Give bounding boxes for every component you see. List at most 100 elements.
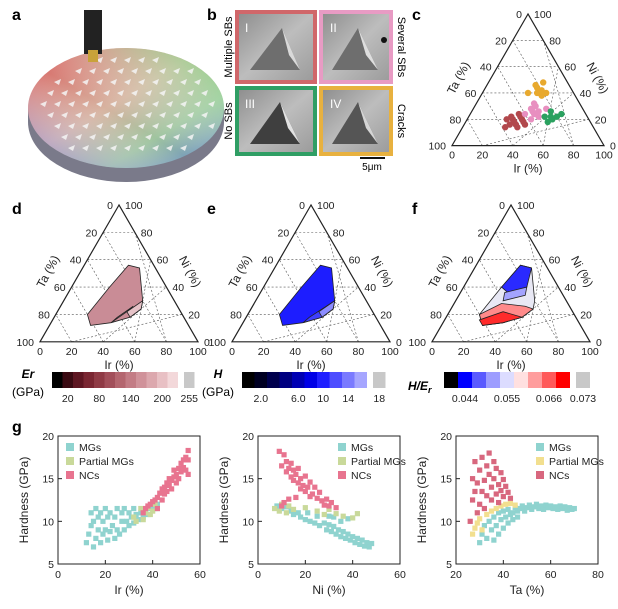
y-tick-label: 5 xyxy=(48,559,54,571)
composition-point xyxy=(535,113,542,120)
data-point xyxy=(486,471,492,477)
x-tick-label: 0 xyxy=(55,569,61,581)
indent-mark xyxy=(82,123,89,129)
ternary-region xyxy=(502,286,528,302)
ternary-tick-ir: 60 xyxy=(129,346,141,358)
colorbar-swatch xyxy=(62,372,73,388)
ternary-tick-ir: 60 xyxy=(321,346,333,358)
data-point xyxy=(484,463,490,469)
indent-mark xyxy=(173,68,180,74)
ternary-gridline xyxy=(326,232,359,342)
data-point xyxy=(88,523,94,529)
data-point xyxy=(107,510,113,516)
indent-mark xyxy=(117,68,124,74)
data-point xyxy=(298,476,304,482)
ternary-tick-ir: 0 xyxy=(429,346,435,358)
data-point xyxy=(307,479,313,485)
data-point xyxy=(491,476,497,482)
scale-bar-label: 5μm xyxy=(362,162,382,173)
ternary-tick-ni: 60 xyxy=(549,255,561,267)
ternary-tick-ni: 100 xyxy=(534,9,552,21)
data-point xyxy=(169,477,175,483)
composition-point xyxy=(527,116,535,123)
data-point xyxy=(288,460,294,466)
colorbar-tick: 18 xyxy=(373,393,385,405)
legend-label: MGs xyxy=(351,442,373,454)
indent-mark xyxy=(96,57,103,63)
legend-swatch xyxy=(536,443,544,451)
data-point xyxy=(302,517,308,523)
ternary-tick-ta: 20 xyxy=(86,227,98,239)
ternary-tick-ni: 20 xyxy=(580,309,592,321)
panel-label-a: a xyxy=(12,7,21,24)
indent-mark xyxy=(40,101,47,107)
data-point xyxy=(481,477,487,483)
ternary-tick-ir: 100 xyxy=(381,346,399,358)
colorbar-swatch xyxy=(279,372,292,388)
indent-mark xyxy=(124,57,131,63)
data-point xyxy=(279,503,285,509)
ternary-tick-ta: 20 xyxy=(278,227,290,239)
data-point xyxy=(479,454,485,460)
colorbar-tick: 0.055 xyxy=(494,393,520,405)
data-point xyxy=(178,460,184,466)
data-point xyxy=(302,473,308,479)
composition-point xyxy=(514,124,521,131)
data-point xyxy=(286,465,292,472)
data-point xyxy=(279,463,285,469)
y-axis-label: Hardness (GPa) xyxy=(217,457,231,544)
colorbar-h: H (GPa) 2.0 6.0 10 14 18 xyxy=(202,367,386,405)
colorbar-swatch xyxy=(542,372,556,388)
data-point xyxy=(283,459,289,465)
ternary-tick-ir: 20 xyxy=(258,346,270,358)
data-point xyxy=(290,477,297,483)
ternary-label-ir: Ir (%) xyxy=(104,358,133,372)
data-point xyxy=(479,488,485,495)
y-tick-label: 20 xyxy=(242,431,254,443)
ternary-gridline xyxy=(247,314,264,342)
ternary-tick-ir: 60 xyxy=(537,150,549,162)
x-axis-label: Ni (%) xyxy=(312,583,345,597)
indent-mark xyxy=(96,79,103,85)
legend-label: NCs xyxy=(351,470,371,482)
colorbar-swatch xyxy=(146,372,157,388)
data-point xyxy=(496,499,502,506)
colorbar-swatch xyxy=(73,372,84,388)
data-point xyxy=(307,518,313,524)
ternary-gridline xyxy=(447,314,464,342)
colorbar-hr-title: H/Er xyxy=(408,379,432,395)
colorbar-swatch xyxy=(500,372,514,388)
ternary-tick-ta: 80 xyxy=(450,114,462,126)
colorbar-tick: 20 xyxy=(62,393,74,405)
colorbar-swatch xyxy=(514,372,528,388)
indent-mark xyxy=(131,90,138,96)
indent-mark xyxy=(159,112,166,118)
data-point xyxy=(178,469,184,475)
wafer-illustration xyxy=(28,10,224,182)
ternary-gridline xyxy=(263,286,296,342)
indent-mark xyxy=(68,145,75,151)
ternary-tick-ir: 20 xyxy=(477,150,489,162)
colorbar-swatch xyxy=(444,372,458,388)
data-point xyxy=(121,505,127,512)
indent-mark xyxy=(75,134,82,140)
data-point xyxy=(498,503,504,509)
colorbar-h-swatches xyxy=(242,372,386,388)
legend-swatch xyxy=(338,457,346,465)
data-point xyxy=(126,523,132,529)
data-point xyxy=(498,470,504,476)
indent-mark xyxy=(68,123,75,129)
indent-mark xyxy=(68,79,75,85)
ternary-tick-ni: 80 xyxy=(533,227,545,239)
data-point xyxy=(90,544,97,550)
indent-mark xyxy=(187,134,194,140)
ternary-tick-ta: 60 xyxy=(246,282,258,294)
plot-frame xyxy=(257,435,401,565)
ternary-tick-ta: 60 xyxy=(446,282,458,294)
indent-mark xyxy=(166,145,173,151)
colorbar-tick: 0.073 xyxy=(570,393,596,405)
data-point xyxy=(477,516,483,522)
data-point xyxy=(288,474,294,480)
ternary-gridline xyxy=(295,286,359,343)
data-point xyxy=(469,476,476,482)
